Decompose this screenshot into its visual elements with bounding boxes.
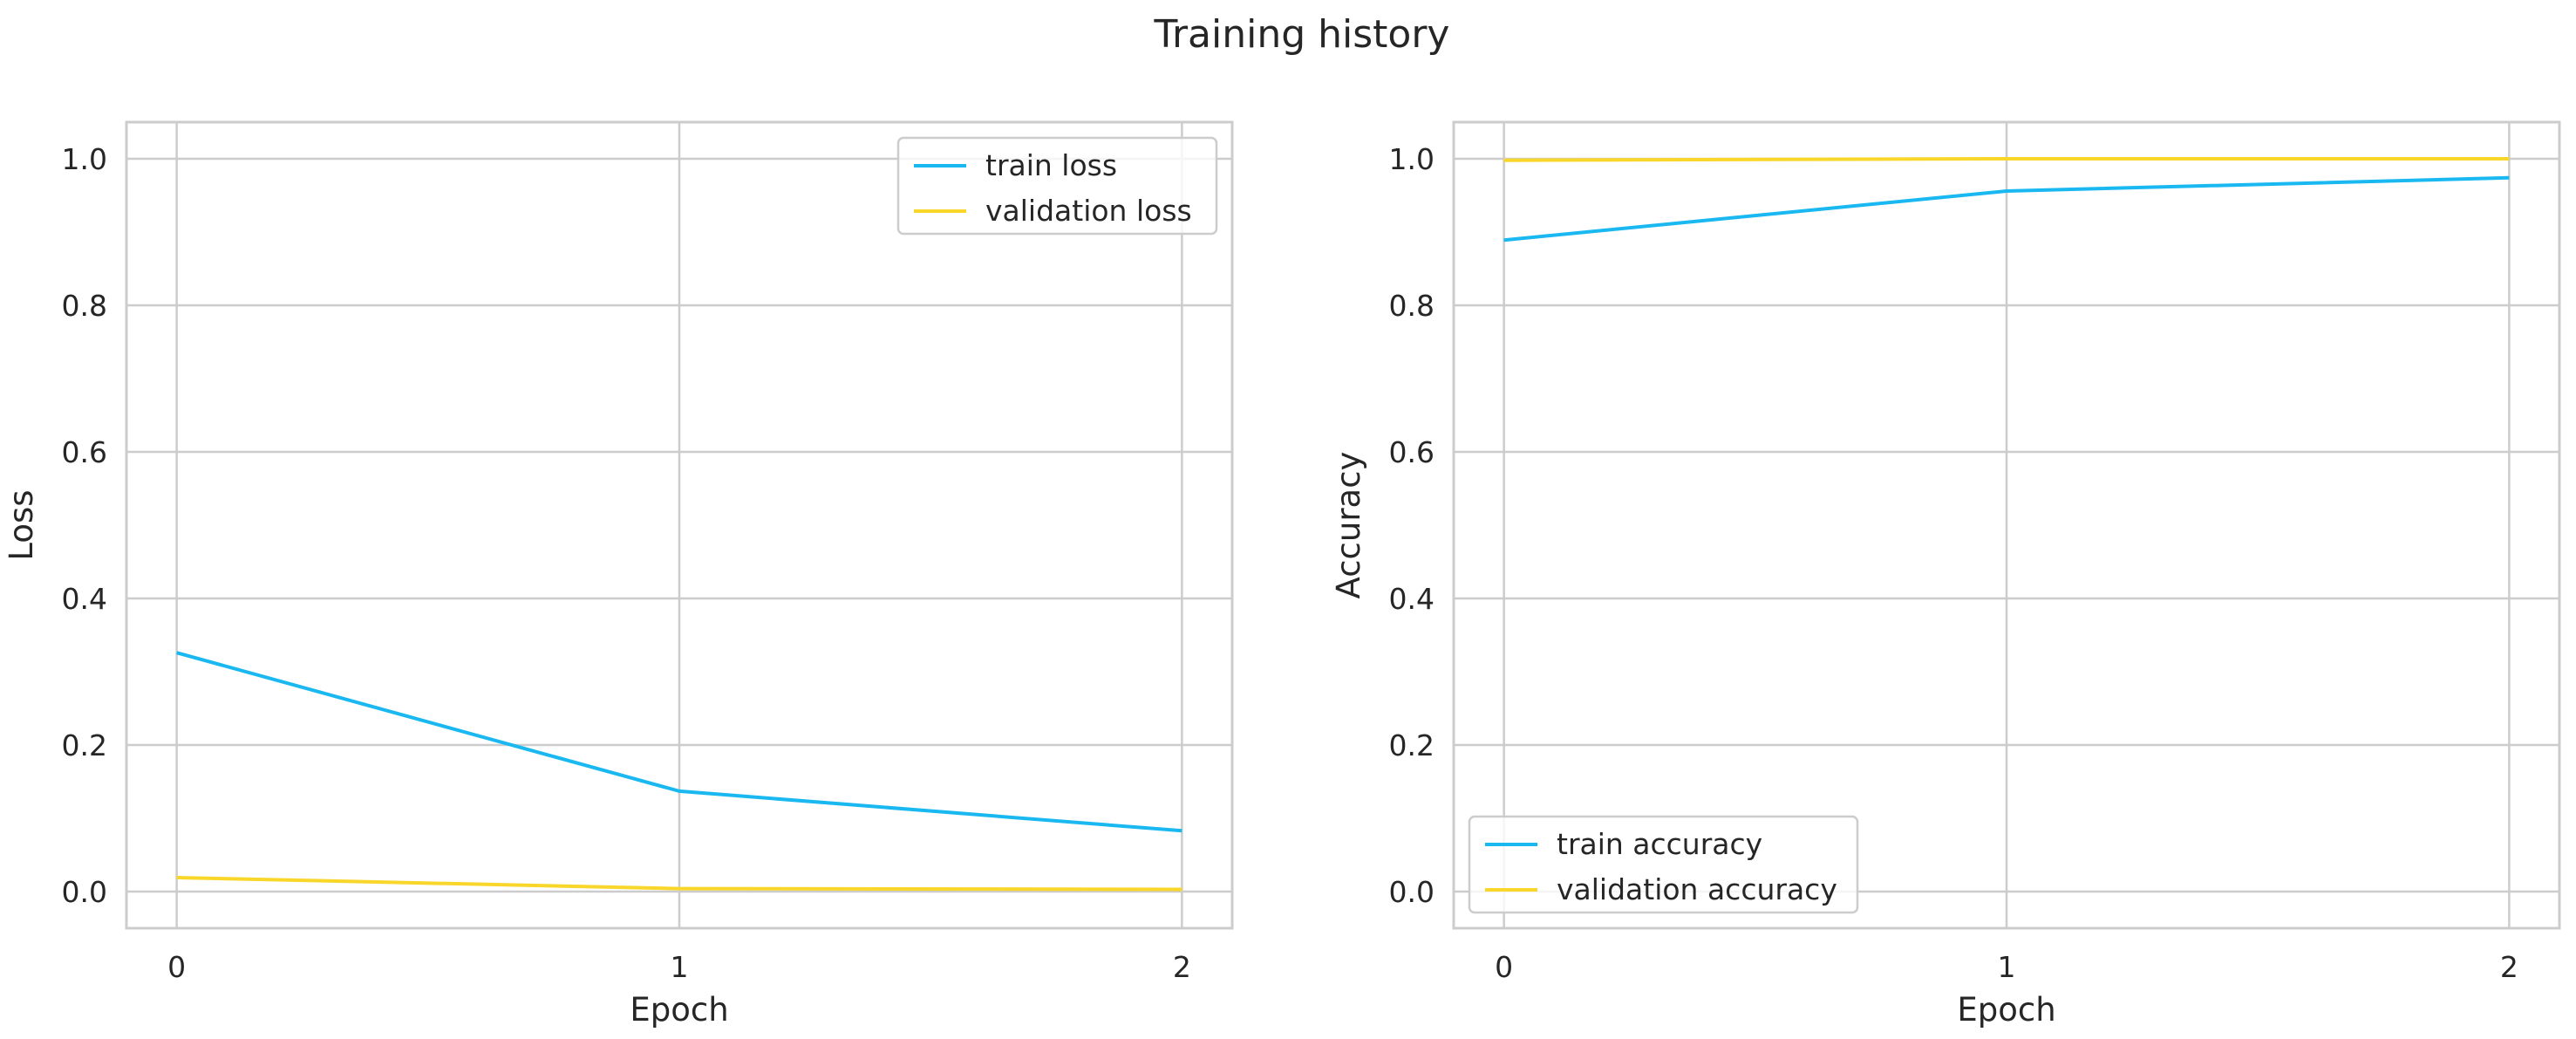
y-tick-label: 0.8 [1389, 289, 1435, 323]
accuracy-plot-frame [1452, 120, 2561, 930]
x-tick-label: 0 [1495, 950, 1513, 984]
legend-box [1468, 815, 1859, 914]
series-line-train-loss [176, 651, 1182, 833]
loss-legend: train loss validation loss [896, 136, 1218, 236]
x-tick-label: 0 [167, 950, 186, 984]
y-tick-label: 1.0 [62, 142, 107, 176]
series-line-train-accuracy [1503, 175, 2510, 243]
y-tick-label: 0.4 [62, 582, 107, 616]
x-tick-label: 1 [1998, 950, 2016, 984]
y-tick-label: 0.2 [1389, 728, 1435, 762]
y-tick-label: 0.6 [62, 435, 107, 469]
legend-entry: validation accuracy [1557, 872, 1837, 906]
x-tick-label: 1 [671, 950, 689, 984]
x-tick-label: 2 [1173, 950, 1191, 984]
y-tick-label: 0.4 [1389, 582, 1435, 616]
legend-entry: train accuracy [1557, 827, 1762, 861]
loss-chart: 0.0 0.2 0.4 0.6 0.8 1.0 0 1 2 Epoch Loss train loss… [3, 120, 1234, 1029]
legend-box [896, 136, 1218, 236]
y-tick-label: 1.0 [1389, 142, 1435, 176]
y-tick-label: 0.2 [62, 728, 107, 762]
figure-title: Training history [1154, 12, 1450, 57]
accuracy-chart: 0.0 0.2 0.4 0.6 0.8 1.0 0 1 2 Epoch Accuracy train … [1330, 120, 2561, 1029]
y-tick-label: 0.0 [62, 875, 107, 909]
legend-entry: validation loss [985, 194, 1192, 228]
accuracy-grid [1454, 122, 2559, 928]
y-tick-label: 0.0 [1389, 875, 1435, 909]
x-axis-label: Epoch [1957, 991, 2055, 1029]
x-axis-label: Epoch [630, 991, 728, 1029]
series-line-validation-loss [176, 876, 1182, 892]
loss-plot-frame [125, 120, 1234, 930]
y-axis-label: Accuracy [1330, 452, 1367, 599]
y-axis-label: Loss [3, 489, 40, 560]
y-tick-label: 0.6 [1389, 435, 1435, 469]
series-line-validation-accuracy [1503, 157, 2510, 162]
y-tick-label: 0.8 [62, 289, 107, 323]
loss-grid [126, 122, 1232, 928]
x-tick-label: 2 [2500, 950, 2518, 984]
legend-entry: train loss [985, 148, 1117, 182]
accuracy-legend: train accuracy validation accuracy [1468, 815, 1859, 914]
